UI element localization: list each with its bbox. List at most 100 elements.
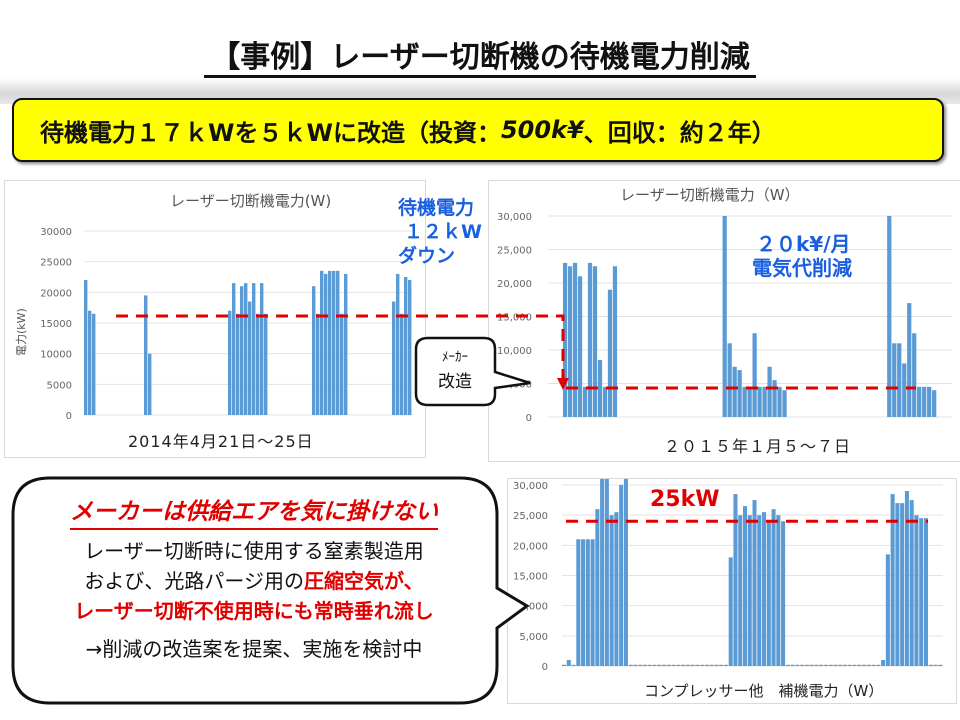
bar: [714, 664, 719, 666]
callout-line-2b: 圧縮空気が、: [304, 569, 424, 593]
bar: [248, 301, 252, 415]
standby-down-line-1: 待機電力: [398, 197, 475, 219]
y-tick-label: 20000: [40, 288, 72, 299]
bar: [828, 664, 833, 666]
y-tick-label: 5000: [47, 380, 72, 391]
bar: [562, 262, 568, 417]
bar: [562, 664, 567, 666]
bar: [566, 659, 571, 666]
y-tick-label: 0: [66, 411, 72, 422]
bar: [408, 280, 412, 415]
y-tick-label: 30,000: [513, 481, 548, 492]
chart-compressor-title: コンプレッサー他 補機電力（W）: [644, 682, 884, 700]
bar: [404, 277, 408, 415]
bar: [914, 515, 919, 666]
bar: [885, 554, 890, 666]
bar: [933, 664, 938, 666]
bar: [737, 370, 742, 417]
bar: [572, 262, 578, 417]
saving-line-2: 電気代削減: [752, 256, 852, 280]
banner-text-1: 待機電力１７ｋWを５ｋWに改造（投資：: [40, 118, 501, 147]
bar: [772, 380, 777, 417]
bar: [671, 664, 676, 666]
bar: [766, 521, 771, 666]
bar: [244, 283, 248, 415]
bar: [642, 664, 648, 666]
callout-line-3: レーザー切断不使用時にも常時垂れ流し: [74, 599, 434, 623]
bar: [909, 500, 914, 666]
saving-label: ２０k¥/月 電気代削減: [752, 232, 852, 280]
bar: [690, 664, 695, 666]
bar: [324, 273, 328, 415]
bar: [685, 664, 690, 666]
bar: [782, 390, 787, 417]
bar: [681, 664, 686, 666]
standby-down-line-3: ダウン: [398, 245, 456, 267]
chart-2015-xlabel: ２０１５年１月５～７日: [664, 437, 852, 456]
y-tick-label: 25,000: [497, 246, 532, 257]
bar: [742, 506, 748, 666]
bar: [752, 500, 757, 666]
bar: [585, 539, 590, 666]
bar: [604, 478, 609, 666]
bar: [722, 216, 727, 417]
bar: [733, 494, 738, 666]
bar: [833, 664, 838, 666]
bar: [862, 664, 867, 666]
bar: [847, 664, 852, 666]
bar: [340, 313, 344, 415]
y-tick-label: 20,000: [497, 279, 532, 290]
bar: [576, 539, 581, 666]
bar: [900, 503, 905, 666]
bar: [890, 494, 895, 666]
bar: [336, 270, 340, 415]
bar: [320, 270, 324, 415]
bar: [762, 512, 767, 666]
bar: [582, 386, 588, 417]
chart-2015-title: レーザー切断機電力（W）: [620, 186, 800, 204]
standby-down-line-2: １２ｋW: [404, 221, 482, 243]
y-tick-label: 0: [542, 662, 548, 673]
y-tick-label: 10,000: [497, 346, 532, 357]
bar: [256, 313, 260, 415]
bar: [823, 664, 828, 666]
bar: [228, 310, 232, 415]
bar: [927, 386, 932, 417]
bar: [612, 266, 618, 417]
y-tick-label: 20,000: [513, 541, 548, 552]
bar: [657, 664, 662, 666]
bar: [614, 512, 619, 666]
y-tick-label: 10000: [40, 350, 72, 361]
standby-before-line: [116, 314, 565, 384]
bar: [887, 216, 892, 417]
bar: [597, 360, 603, 417]
bar: [776, 515, 781, 666]
bar: [571, 664, 576, 666]
bar: [928, 664, 933, 666]
bar: [619, 485, 624, 666]
bar: [666, 664, 671, 666]
standby-down-label: 待機電力 １２ｋW ダウン: [398, 196, 482, 268]
bar: [876, 664, 881, 666]
bar: [732, 366, 737, 417]
slide-title: 【事例】レーザー切断機の待機電力削減: [0, 32, 960, 78]
maker-mod-bubble: [414, 336, 531, 407]
bar: [923, 518, 928, 666]
bar: [392, 301, 396, 415]
callout-line-1: レーザー切断時に使用する窒素製造用: [84, 539, 424, 563]
bar: [316, 313, 320, 415]
bar: [581, 539, 586, 666]
bar: [84, 280, 88, 415]
bar: [904, 491, 909, 666]
y-tick-label: 25,000: [513, 511, 548, 522]
bar: [312, 286, 316, 415]
bar: [400, 313, 404, 415]
bar: [912, 333, 917, 417]
bar: [804, 664, 809, 666]
bar: [264, 313, 268, 415]
bar: [838, 664, 843, 666]
bar: [344, 273, 348, 415]
y-tick-label: 30,000: [497, 212, 532, 223]
bar: [723, 664, 728, 666]
bar: [752, 333, 757, 417]
